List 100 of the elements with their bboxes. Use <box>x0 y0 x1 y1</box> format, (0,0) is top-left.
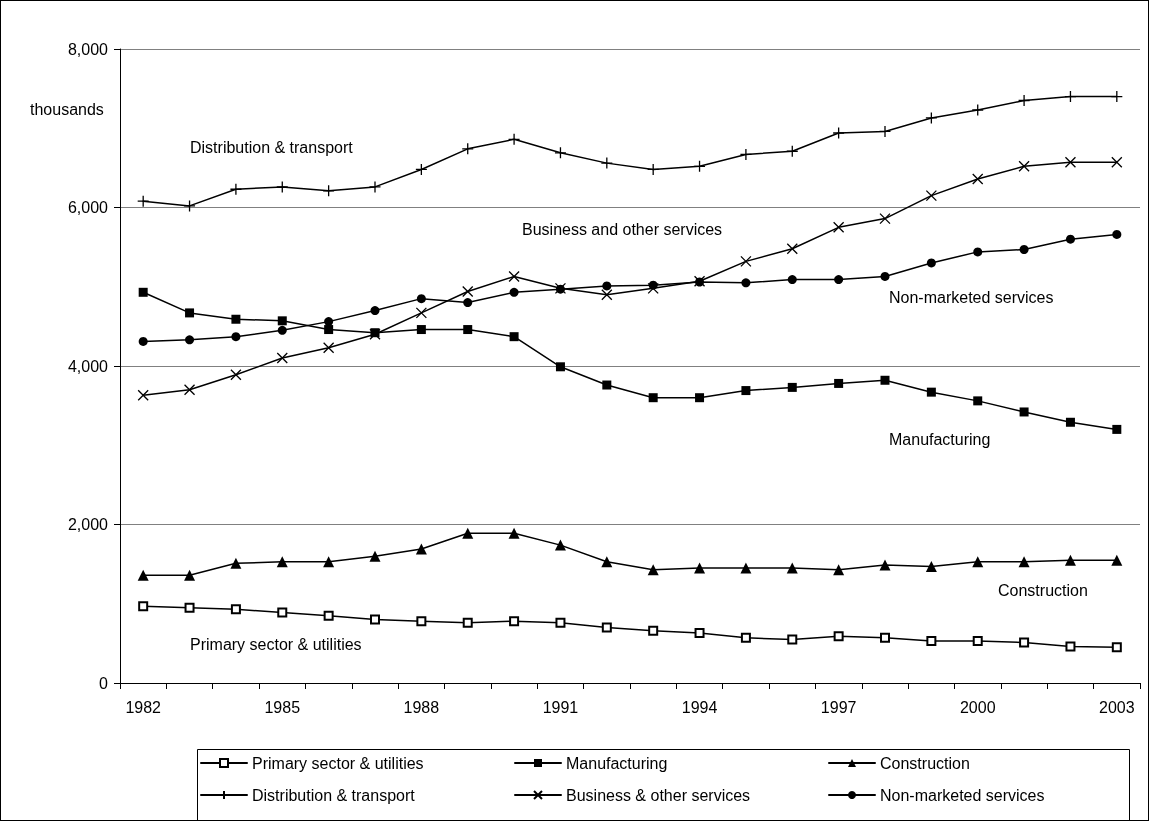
point <box>1065 641 1076 652</box>
point <box>741 278 751 288</box>
point <box>833 631 844 642</box>
point <box>602 281 612 291</box>
point <box>416 325 426 335</box>
point <box>369 550 381 562</box>
annotation: Construction <box>998 581 1088 599</box>
annotation: Distribution & transport <box>190 138 354 156</box>
point <box>463 325 473 335</box>
point <box>694 562 706 574</box>
point <box>832 221 845 233</box>
point <box>647 163 660 176</box>
point <box>276 556 288 568</box>
point <box>925 561 937 572</box>
point <box>648 280 658 290</box>
point <box>137 195 150 208</box>
point <box>834 275 844 285</box>
point <box>648 393 658 403</box>
point <box>416 616 427 627</box>
point <box>833 564 845 576</box>
point <box>276 180 289 194</box>
point <box>1017 94 1031 107</box>
point <box>1019 637 1030 648</box>
point <box>324 325 334 335</box>
y-tick-label: 8,000 <box>67 40 109 58</box>
point <box>415 543 427 555</box>
point <box>787 634 798 645</box>
point <box>972 173 984 185</box>
point <box>554 539 566 551</box>
point <box>834 378 844 388</box>
point <box>1064 554 1076 566</box>
y-tick-label: 4,000 <box>67 357 109 375</box>
point <box>925 111 938 125</box>
point <box>693 160 706 173</box>
point <box>185 308 195 318</box>
x-tick-label: 1982 <box>125 698 162 716</box>
point <box>370 306 380 316</box>
point <box>1064 90 1077 103</box>
point <box>786 562 798 574</box>
x-tick-label: 2003 <box>1099 698 1135 716</box>
point <box>554 146 567 159</box>
point <box>229 183 243 196</box>
point <box>740 255 752 268</box>
point <box>138 287 148 297</box>
point <box>602 380 612 390</box>
point <box>694 628 705 639</box>
legend-label: Primary sector & utilities <box>252 754 424 772</box>
point <box>230 604 241 615</box>
legend-label: Non-marketed services <box>880 786 1045 804</box>
point <box>1111 156 1123 168</box>
point <box>138 336 148 346</box>
point <box>461 142 474 155</box>
point <box>230 557 242 569</box>
legend-label: Construction <box>880 754 970 772</box>
point <box>370 614 380 625</box>
point <box>322 184 335 198</box>
point <box>183 384 196 396</box>
x-tick-label: 1991 <box>542 698 579 716</box>
point <box>1111 642 1122 653</box>
point <box>507 133 521 146</box>
point <box>415 163 428 176</box>
point <box>368 180 382 194</box>
point <box>880 632 890 643</box>
point <box>462 617 473 628</box>
point <box>1111 554 1123 566</box>
point <box>787 382 797 392</box>
point <box>231 332 241 342</box>
x-tick-label: 1985 <box>264 698 301 716</box>
y-tick-label: 6,000 <box>67 199 109 216</box>
point <box>973 396 983 406</box>
point <box>462 285 474 298</box>
annotation: Business and other services <box>522 220 723 238</box>
point <box>1065 234 1075 244</box>
point <box>462 527 474 539</box>
y-tick-label: 2,000 <box>67 516 109 533</box>
point <box>184 602 195 613</box>
point <box>926 258 936 268</box>
y-tick-label: 0 <box>99 674 109 692</box>
point <box>879 559 891 571</box>
point <box>230 369 242 381</box>
point <box>926 387 936 397</box>
point <box>1018 556 1030 568</box>
point <box>880 375 890 385</box>
point <box>415 307 428 319</box>
point <box>786 243 798 255</box>
point <box>1019 407 1029 417</box>
legend-label: Business & other services <box>566 786 751 804</box>
point <box>786 145 799 158</box>
x-tick-label: 1988 <box>403 698 440 716</box>
point <box>277 316 287 326</box>
annotation: Manufacturing <box>889 430 991 448</box>
point <box>695 393 705 403</box>
point <box>880 271 890 281</box>
point <box>925 189 938 202</box>
point <box>601 289 613 301</box>
point <box>648 625 659 636</box>
point <box>1112 424 1122 434</box>
point <box>972 556 984 568</box>
point <box>1112 229 1122 239</box>
legend-label: Distribution & transport <box>252 786 416 804</box>
